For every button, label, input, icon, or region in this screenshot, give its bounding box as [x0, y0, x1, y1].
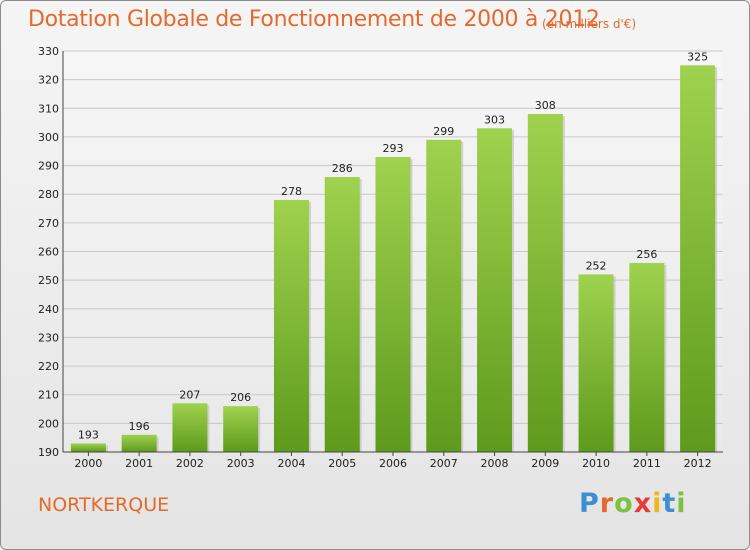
y-tick-label: 190 — [38, 446, 59, 459]
x-tick-label: 2000 — [74, 457, 102, 470]
commune-name: NORTKERQUE — [38, 494, 170, 516]
logo-letter: P — [579, 488, 600, 519]
bar — [375, 156, 411, 452]
data-label: 293 — [383, 142, 404, 155]
data-label: 299 — [433, 125, 454, 138]
data-label: 308 — [535, 99, 556, 112]
y-tick-label: 320 — [38, 74, 59, 87]
y-tick-label: 200 — [38, 417, 59, 430]
bar — [527, 114, 563, 452]
bar — [629, 262, 665, 452]
x-tick-label: 2007 — [430, 457, 458, 470]
x-tick-label: 2010 — [582, 457, 610, 470]
bar — [426, 139, 462, 453]
bar — [121, 434, 157, 452]
logo-letter: x — [633, 488, 653, 519]
y-tick-label: 230 — [38, 331, 59, 344]
data-label: 193 — [78, 428, 99, 441]
bar — [70, 443, 106, 452]
data-label: 252 — [586, 259, 607, 272]
y-tick-label: 280 — [38, 188, 59, 201]
x-tick-label: 2002 — [176, 457, 204, 470]
x-tick-label: 2006 — [379, 457, 407, 470]
logo-letter: i — [652, 488, 663, 519]
y-tick-label: 330 — [38, 45, 59, 58]
data-label: 206 — [230, 391, 251, 404]
proxiti-logo: Proxiti — [579, 488, 687, 519]
data-label: 256 — [636, 248, 657, 261]
bar — [578, 274, 614, 452]
x-tick-label: 2011 — [633, 457, 661, 470]
y-tick-label: 310 — [38, 102, 59, 115]
y-tick-label: 290 — [38, 160, 59, 173]
y-tick-label: 210 — [38, 389, 59, 402]
logo-letter: t — [662, 488, 677, 519]
logo-letter: r — [599, 488, 615, 519]
logo-letter: i — [676, 488, 687, 519]
x-tick-label: 2005 — [328, 457, 356, 470]
x-tick-label: 2001 — [125, 457, 153, 470]
data-label: 303 — [484, 113, 505, 126]
bar — [324, 177, 360, 452]
bar — [273, 199, 309, 452]
x-tick-label: 2012 — [684, 457, 712, 470]
y-tick-label: 220 — [38, 360, 59, 373]
y-tick-label: 250 — [38, 274, 59, 287]
x-tick-label: 2004 — [277, 457, 305, 470]
data-label: 196 — [129, 420, 150, 433]
y-tick-label: 300 — [38, 131, 59, 144]
data-label: 286 — [332, 162, 353, 175]
x-tick-label: 2009 — [531, 457, 559, 470]
bar — [680, 65, 716, 453]
bar — [477, 128, 513, 452]
data-label: 278 — [281, 185, 302, 198]
x-tick-label: 2008 — [481, 457, 509, 470]
bar — [223, 406, 259, 452]
y-tick-label: 260 — [38, 246, 59, 259]
chart-subtitle: (en milliers d'€) — [542, 17, 637, 31]
y-tick-label: 240 — [38, 303, 59, 316]
bar — [172, 403, 208, 452]
data-label: 325 — [687, 50, 708, 63]
x-tick-label: 2003 — [227, 457, 255, 470]
y-tick-label: 270 — [38, 217, 59, 230]
logo-letter: o — [614, 488, 634, 519]
chart-title: Dotation Globale de Fonctionnement de 20… — [28, 7, 600, 32]
data-label: 207 — [179, 388, 200, 401]
